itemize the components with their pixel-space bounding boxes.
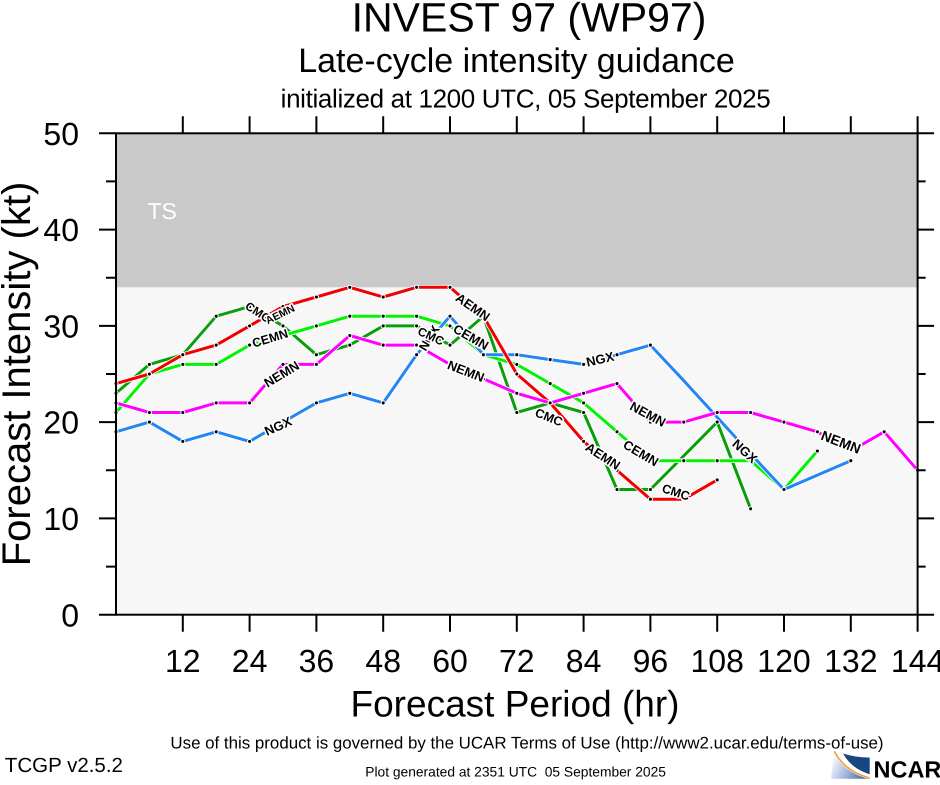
svg-text:NCAR: NCAR: [874, 757, 940, 781]
svg-text:Forecast Period (hr): Forecast Period (hr): [351, 684, 680, 725]
svg-text:60: 60: [432, 643, 468, 679]
svg-text:96: 96: [633, 643, 669, 679]
svg-text:TS: TS: [148, 198, 177, 224]
svg-text:50: 50: [43, 116, 79, 152]
svg-text:20: 20: [43, 405, 79, 441]
svg-text:24: 24: [232, 643, 268, 679]
svg-text:120: 120: [757, 643, 810, 679]
svg-text:30: 30: [43, 309, 79, 345]
svg-text:36: 36: [299, 643, 335, 679]
svg-text:Use of this product is governe: Use of this product is governed by the U…: [170, 734, 883, 753]
svg-text:12: 12: [165, 643, 201, 679]
svg-text:144: 144: [891, 643, 940, 679]
svg-text:132: 132: [824, 643, 877, 679]
svg-text:TCGP v2.5.2: TCGP v2.5.2: [5, 754, 123, 777]
svg-text:108: 108: [691, 643, 744, 679]
svg-text:Forecast Intensity (kt): Forecast Intensity (kt): [0, 182, 39, 567]
svg-text:INVEST 97 (WP97): INVEST 97 (WP97): [352, 0, 707, 41]
svg-text:0: 0: [61, 597, 79, 633]
svg-text:Late-cycle intensity guidance: Late-cycle intensity guidance: [298, 42, 735, 80]
svg-text:84: 84: [566, 643, 602, 679]
svg-text:48: 48: [365, 643, 401, 679]
svg-text:Plot generated at 2351 UTC 05: Plot generated at 2351 UTC 05 September …: [365, 765, 666, 780]
svg-text:initialized at 1200 UTC, 05 Se: initialized at 1200 UTC, 05 September 20…: [281, 84, 771, 114]
svg-text:10: 10: [43, 501, 79, 537]
svg-text:40: 40: [43, 212, 79, 248]
svg-text:72: 72: [499, 643, 535, 679]
